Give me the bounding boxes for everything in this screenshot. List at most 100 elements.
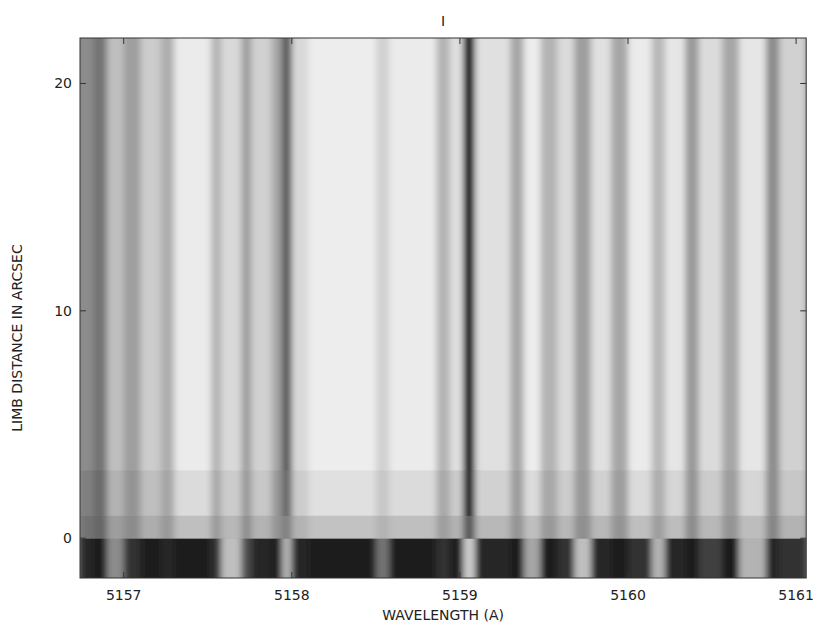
cell: [766, 538, 780, 578]
y-tick: [80, 538, 86, 539]
x-tick-top: [291, 38, 292, 44]
cell: [80, 538, 94, 578]
cell: [628, 38, 652, 470]
y-axis-title: LIMB DISTANCE IN ARCSEC: [9, 244, 25, 432]
cell: [251, 38, 272, 470]
cell: [376, 470, 390, 516]
cell: [211, 470, 222, 516]
cell: [93, 38, 107, 470]
cell: [652, 38, 666, 470]
cell: [510, 515, 524, 538]
cell: [376, 515, 390, 538]
cell: [591, 515, 612, 538]
cell: [251, 515, 272, 538]
cell: [141, 538, 162, 578]
cell: [557, 38, 574, 470]
cell: [272, 515, 283, 538]
cell: [699, 470, 723, 516]
cell: [282, 515, 293, 538]
cell: [251, 470, 272, 516]
cell: [685, 38, 699, 470]
y-tick-right: [800, 310, 806, 311]
cell: [475, 515, 511, 538]
cell: [436, 515, 450, 538]
cell: [161, 470, 175, 516]
cell: [436, 38, 450, 470]
cell: [463, 38, 475, 470]
cell: [510, 470, 524, 516]
cell: [389, 470, 437, 516]
cell: [272, 470, 283, 516]
cell: [574, 538, 591, 578]
x-tick: [628, 572, 629, 578]
cell: [436, 470, 450, 516]
cell: [574, 515, 591, 538]
cell: [107, 515, 124, 538]
cell: [161, 538, 175, 578]
cell: [450, 470, 464, 516]
cell: [124, 515, 141, 538]
cell: [685, 538, 699, 578]
x-tick-top: [796, 38, 797, 44]
cell: [665, 470, 686, 516]
cell: [211, 515, 222, 538]
cell: [376, 38, 390, 470]
cell: [93, 538, 107, 578]
cell: [611, 538, 628, 578]
cell: [221, 38, 242, 470]
cell: [574, 470, 591, 516]
cell: [611, 38, 628, 470]
x-tick: [459, 572, 460, 578]
cell: [722, 538, 739, 578]
x-tick: [796, 572, 797, 578]
cell: [524, 470, 541, 516]
cell: [722, 515, 739, 538]
cell: [124, 470, 141, 516]
cell: [665, 538, 686, 578]
cell: [665, 515, 686, 538]
y-tick-label: 20: [54, 75, 72, 91]
cell: [652, 538, 666, 578]
cell: [779, 538, 806, 578]
cell: [628, 538, 652, 578]
cell: [436, 538, 450, 578]
cell: [541, 470, 558, 516]
cell: [739, 470, 766, 516]
cell: [574, 38, 591, 470]
cell: [766, 470, 780, 516]
x-tick-label: 5159: [442, 587, 478, 603]
cell: [699, 538, 723, 578]
cell: [524, 538, 541, 578]
cell: [685, 470, 699, 516]
cell: [699, 515, 723, 538]
cell: [463, 538, 475, 578]
x-tick-top: [459, 38, 460, 44]
cell: [524, 38, 541, 470]
cell: [591, 38, 612, 470]
cell: [241, 38, 252, 470]
cell: [450, 38, 464, 470]
cell: [241, 515, 252, 538]
cell: [628, 470, 652, 516]
cell: [93, 470, 107, 516]
cell: [174, 515, 212, 538]
cell: [309, 38, 377, 470]
cell: [699, 38, 723, 470]
x-tick-label: 5158: [274, 587, 310, 603]
plot-background: [80, 38, 806, 578]
cell: [557, 470, 574, 516]
cell: [376, 538, 390, 578]
cell: [124, 38, 141, 470]
x-tick-top: [628, 38, 629, 44]
cell: [510, 38, 524, 470]
cell: [93, 515, 107, 538]
cell: [389, 515, 437, 538]
title: I: [441, 13, 445, 29]
cell: [611, 515, 628, 538]
cell: [161, 515, 175, 538]
cell: [541, 38, 558, 470]
cell: [309, 515, 377, 538]
cell: [475, 538, 511, 578]
y-tick: [80, 83, 86, 84]
cell: [251, 538, 272, 578]
